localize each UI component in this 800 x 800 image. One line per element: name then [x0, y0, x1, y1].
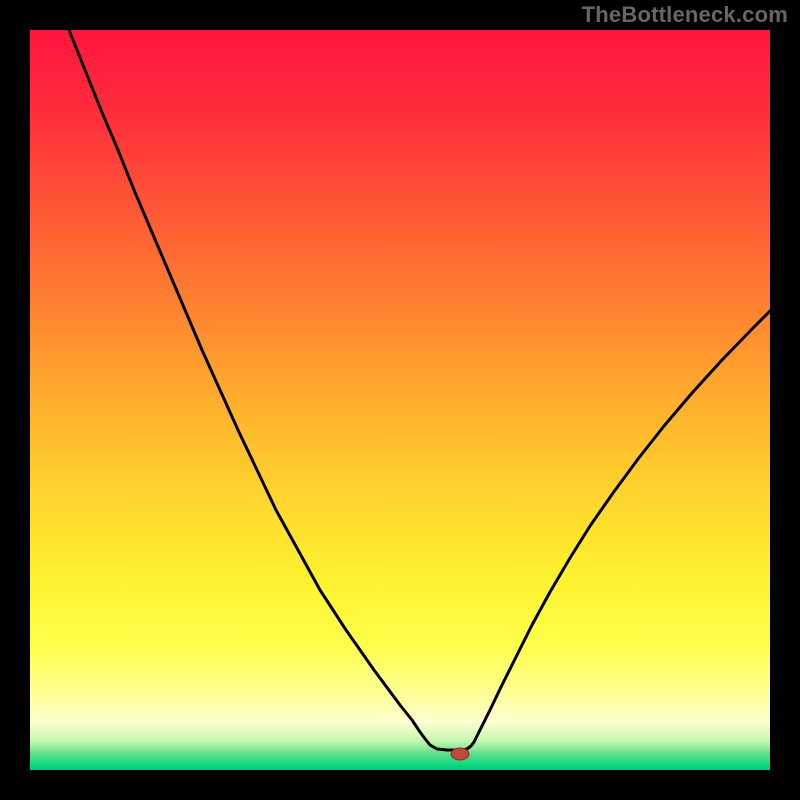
chart-svg: [30, 30, 770, 770]
chart-background: [30, 30, 770, 770]
chart-frame: TheBottleneck.com: [0, 0, 800, 800]
watermark-text: TheBottleneck.com: [582, 2, 788, 28]
bottleneck-chart: [30, 30, 770, 770]
minimum-marker: [451, 748, 469, 760]
